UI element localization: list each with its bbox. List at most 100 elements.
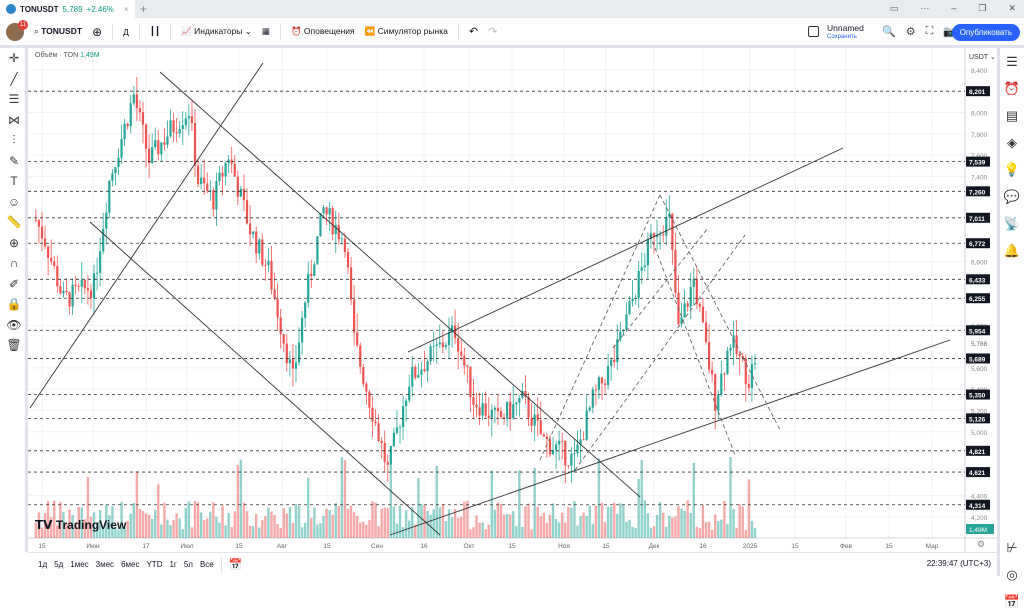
indicators-button[interactable]: 📈 Индикаторы ⌄ [181, 26, 252, 36]
trendline-icon[interactable]: ╱ [10, 71, 18, 86]
candle [518, 397, 521, 403]
volume-bar [166, 519, 169, 538]
zoom-in-icon[interactable]: ⊕ [8, 235, 20, 250]
maximize-button[interactable]: ❐ [978, 3, 987, 13]
notifications-icon[interactable]: 🔔 [1003, 243, 1021, 258]
volume-bar [374, 502, 377, 538]
volume-bar [359, 522, 362, 538]
volume-bar [123, 527, 126, 538]
ton-logo-icon [6, 4, 16, 14]
lock-icon[interactable]: 🔒 [6, 297, 22, 311]
volume-bar [59, 502, 62, 538]
templates-icon[interactable]: ▦ [261, 26, 270, 36]
volume-bar [157, 484, 160, 538]
replay-button[interactable]: ⏪ Симулятор рынка [365, 26, 448, 37]
axis-settings-icon[interactable]: ⚙ [977, 539, 985, 549]
volume-bar [337, 506, 341, 538]
candle [71, 284, 74, 307]
candle [662, 234, 665, 236]
redo-icon[interactable]: ↷ [488, 26, 498, 38]
candle [582, 439, 585, 441]
range-3m[interactable]: 3мес [95, 560, 115, 569]
layout-checkbox[interactable] [808, 26, 819, 37]
brush-icon[interactable]: ✎ [8, 153, 20, 168]
candle [567, 465, 570, 467]
candle [362, 366, 365, 384]
emoji-icon[interactable]: ☺ [7, 194, 21, 209]
compare-icon[interactable]: ⊕ [92, 24, 103, 39]
fullscreen-icon[interactable]: ⛶ [925, 25, 934, 37]
goto-date-icon[interactable]: 📅 [228, 559, 243, 571]
clock[interactable]: 22:39:47 (UTC+3) [926, 559, 991, 568]
magnet-icon[interactable]: ∩ [9, 256, 19, 270]
alerts-button[interactable]: ⏰ Оповещения [291, 26, 355, 37]
candle [325, 207, 328, 215]
chat-icon[interactable]: 💬 [1003, 189, 1021, 204]
trash-icon[interactable]: 🗑 [6, 338, 22, 352]
add-list-icon[interactable]: ▤ [1005, 108, 1019, 123]
volume-bar [206, 518, 209, 538]
monitor-icon[interactable]: ▭ [889, 3, 899, 13]
drawing-toolbar: ✛ ╱ ☰ ⋈ ⫶ ✎ T ☺ 📏 ⊕ ∩ ✐ 🔒 👁 🗑 [0, 48, 28, 552]
volume-bar [460, 516, 463, 538]
range-1m[interactable]: 1мес [70, 560, 89, 569]
range-ytd[interactable]: YTD [146, 560, 163, 569]
volume-bar [683, 510, 686, 538]
level-label-bg [966, 445, 990, 456]
range-1d[interactable]: 1д [38, 560, 48, 569]
trading-panel-icon[interactable]: ⊬ [1006, 540, 1018, 555]
price-chart[interactable]: USDT ⌄8,4008,0007,8007,6007,4006,6006,00… [28, 48, 997, 552]
volume-bar [710, 529, 714, 538]
layout-name-button[interactable]: Unnamed Сохранить [827, 24, 864, 42]
candle [655, 234, 659, 238]
more-icon[interactable]: ··· [920, 3, 930, 13]
candle [392, 432, 395, 446]
price-tick: 8,400 [971, 68, 988, 75]
close-tab-icon[interactable]: × [123, 4, 129, 14]
level-label-bg [966, 413, 990, 424]
pattern-icon[interactable]: ⋈ [8, 112, 20, 127]
interval-button[interactable]: Д [123, 26, 129, 37]
candle [723, 373, 726, 375]
volume-bar [285, 513, 288, 538]
publish-button[interactable]: Опубликовать [951, 24, 1020, 41]
alarm-clock-icon[interactable]: ⏰ [1003, 81, 1021, 96]
quick-search-icon[interactable]: 🔍 [882, 26, 896, 38]
level-label: 4,621 [969, 470, 986, 477]
range-1y[interactable]: 1г [169, 560, 177, 569]
watchlist-icon[interactable]: ☰ [1006, 54, 1018, 69]
close-window-button[interactable]: ✕ [1008, 3, 1016, 13]
ideas-icon[interactable]: 💡 [1003, 162, 1021, 177]
volume-bar [86, 476, 90, 538]
layers-icon[interactable]: ◈ [1007, 135, 1017, 150]
candle [132, 94, 135, 104]
range-all[interactable]: Все [199, 560, 214, 569]
undo-icon[interactable]: ↶ [468, 26, 479, 38]
ruler-icon[interactable]: 📏 [6, 215, 22, 229]
fib-icon[interactable]: ☰ [8, 92, 20, 106]
candle [221, 172, 224, 177]
avatar[interactable]: 11 [6, 19, 28, 41]
eye-icon[interactable]: 👁 [6, 317, 22, 332]
tab-tonusdt[interactable]: TONUSDT 5,789 +2.46% × [0, 0, 135, 18]
candle-style-icon[interactable]: ┃┃ [149, 26, 161, 36]
target-icon[interactable]: ◎ [1006, 567, 1018, 582]
range-6m[interactable]: 6мес [121, 560, 140, 569]
projection-icon[interactable]: ⫶ [12, 133, 16, 147]
minimize-button[interactable]: – [951, 3, 957, 13]
candle [652, 233, 656, 238]
lock-drawing-icon[interactable]: ✐ [8, 276, 20, 291]
candle [129, 103, 132, 127]
symbol-search[interactable]: ⌕ TONUSDT [34, 26, 82, 37]
calendar-icon[interactable]: 📅 [1003, 594, 1021, 609]
range-5d[interactable]: 5д [54, 560, 64, 569]
crosshair-icon[interactable]: ✛ [8, 51, 20, 65]
settings-icon[interactable]: ⚙ [905, 26, 916, 38]
new-tab-button[interactable]: + [140, 2, 148, 16]
range-5y[interactable]: 5л [183, 560, 193, 569]
streams-icon[interactable]: 📡 [1003, 216, 1021, 231]
candle [499, 411, 503, 418]
candle [160, 142, 163, 155]
candle [154, 140, 157, 148]
text-icon[interactable]: T [10, 174, 18, 188]
